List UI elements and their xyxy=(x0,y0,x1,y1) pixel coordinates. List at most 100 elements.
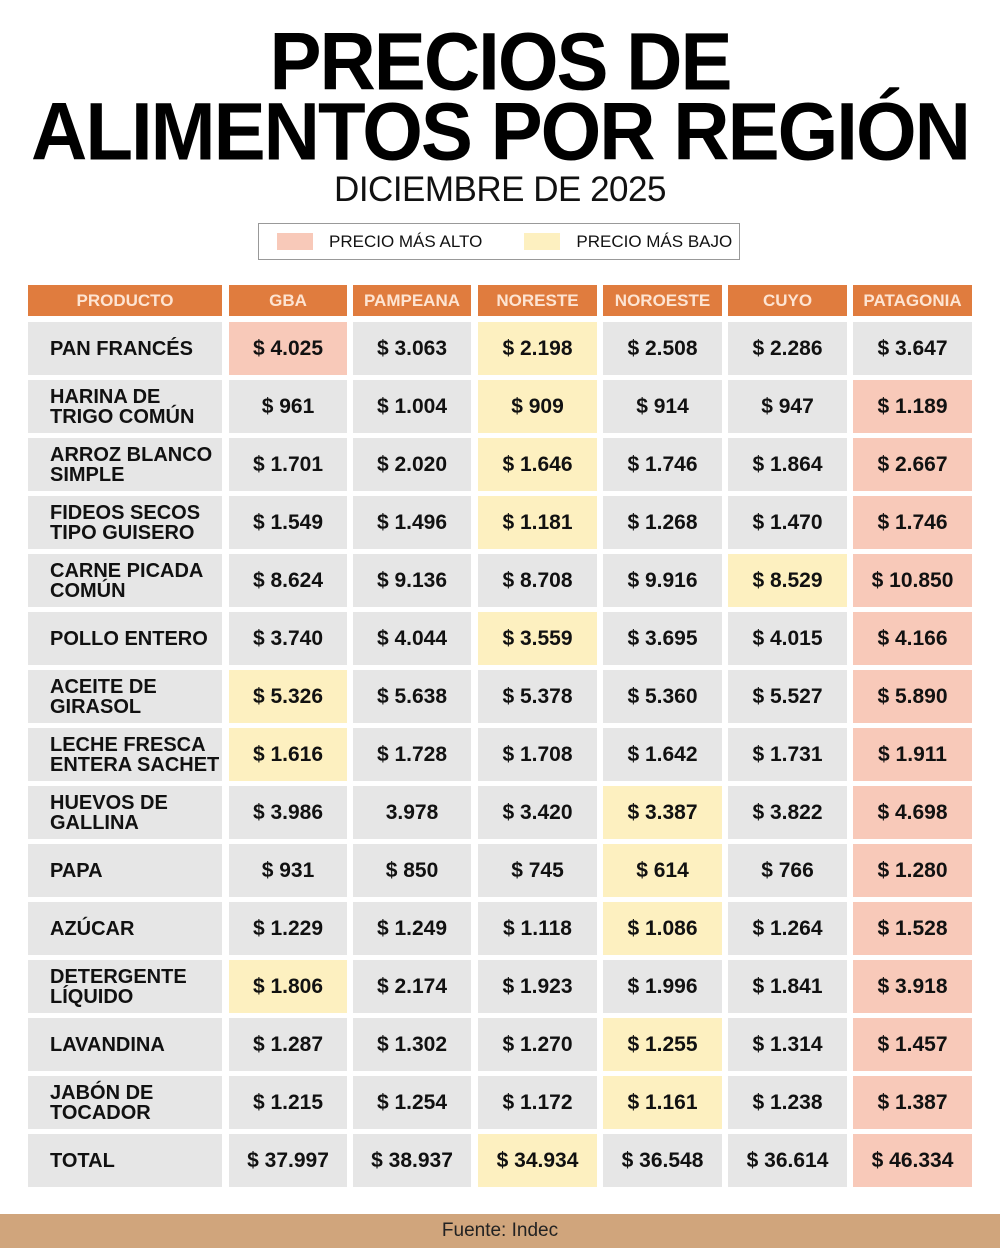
price-cell: $ 745 xyxy=(478,844,597,897)
price-cell: $ 4.025 xyxy=(229,322,347,375)
product-name: PAPA xyxy=(28,844,222,897)
product-name: ARROZ BLANCO SIMPLE xyxy=(28,438,222,491)
price-cell: $ 5.326 xyxy=(229,670,347,723)
product-label-line: LAVANDINA xyxy=(50,1033,165,1056)
product-label: HARINA DE TRIGO COMÚN xyxy=(50,387,194,427)
legend-high: PRECIO MÁS ALTO xyxy=(277,232,482,252)
product-label-line: TOTAL xyxy=(50,1149,115,1172)
price-cell: $ 2.198 xyxy=(478,322,597,375)
price-cell: $ 1.238 xyxy=(728,1076,847,1129)
price-cell: $ 4.044 xyxy=(353,612,471,665)
price-cell: $ 1.189 xyxy=(853,380,972,433)
legend-high-label: PRECIO MÁS ALTO xyxy=(329,231,483,251)
price-cell: $ 8.708 xyxy=(478,554,597,607)
product-label-line: FIDEOS SECOS xyxy=(50,501,201,524)
price-cell: $ 1.172 xyxy=(478,1076,597,1129)
product-label-line: DETERGENTE xyxy=(50,965,187,988)
price-cell: $ 1.923 xyxy=(478,960,597,1013)
price-cell: $ 38.937 xyxy=(353,1134,471,1187)
price-cell: $ 1.549 xyxy=(229,496,347,549)
price-cell: $ 8.624 xyxy=(229,554,347,607)
column-header-gba: GBA xyxy=(229,285,347,316)
column-header-noreste: NORESTE xyxy=(478,285,597,316)
product-label: HUEVOS DE GALLINA xyxy=(50,793,168,833)
price-cell: $ 1.249 xyxy=(353,902,471,955)
price-cell: $ 1.280 xyxy=(853,844,972,897)
price-cell: $ 1.616 xyxy=(229,728,347,781)
price-cell: $ 5.638 xyxy=(353,670,471,723)
price-cell: $ 3.063 xyxy=(353,322,471,375)
title-line-2: ALIMENTOS POR REGIÓN xyxy=(31,84,971,178)
product-name: JABÓN DE TOCADOR xyxy=(28,1076,222,1129)
price-cell: $ 1.457 xyxy=(853,1018,972,1071)
price-cell: $ 1.728 xyxy=(353,728,471,781)
product-label-line: JABÓN DE xyxy=(50,1081,154,1104)
price-cell: $ 2.020 xyxy=(353,438,471,491)
product-label: PAN FRANCÉS xyxy=(50,339,193,359)
price-cell: $ 1.264 xyxy=(728,902,847,955)
product-name: HUEVOS DE GALLINA xyxy=(28,786,222,839)
product-label: DETERGENTE LÍQUIDO xyxy=(50,967,187,1007)
subtitle: DICIEMBRE DE 2025 xyxy=(334,170,666,209)
product-label: POLLO ENTERO xyxy=(50,629,208,649)
product-label-line: HARINA DE xyxy=(50,385,161,408)
legend: PRECIO MÁS ALTO PRECIO MÁS BAJO xyxy=(258,223,740,260)
price-cell: $ 2.286 xyxy=(728,322,847,375)
price-cell: $ 614 xyxy=(603,844,722,897)
column-header-cuyo: CUYO xyxy=(728,285,847,316)
product-label: JABÓN DE TOCADOR xyxy=(50,1083,153,1123)
product-label-line: GALLINA xyxy=(50,811,139,834)
price-cell: $ 766 xyxy=(728,844,847,897)
price-cell: $ 1.229 xyxy=(229,902,347,955)
product-label: PAPA xyxy=(50,861,103,881)
price-cell: $ 1.255 xyxy=(603,1018,722,1071)
price-cell: $ 1.268 xyxy=(603,496,722,549)
price-cell: $ 1.302 xyxy=(353,1018,471,1071)
price-cell: $ 3.918 xyxy=(853,960,972,1013)
price-cell: $ 3.559 xyxy=(478,612,597,665)
price-cell: $ 947 xyxy=(728,380,847,433)
product-name: ACEITE DE GIRASOL xyxy=(28,670,222,723)
price-cell: $ 1.287 xyxy=(229,1018,347,1071)
column-header-noroeste: NOROESTE xyxy=(603,285,722,316)
product-name: LAVANDINA xyxy=(28,1018,222,1071)
price-cell: $ 914 xyxy=(603,380,722,433)
price-cell: $ 1.864 xyxy=(728,438,847,491)
legend-low-label: PRECIO MÁS BAJO xyxy=(576,231,733,251)
price-cell: $ 1.470 xyxy=(728,496,847,549)
title-line-1: PRECIOS DE xyxy=(269,14,732,108)
product-label-line: TRIGO COMÚN xyxy=(50,405,195,428)
price-cell: $ 1.746 xyxy=(853,496,972,549)
price-cell: $ 961 xyxy=(229,380,347,433)
product-label-line: COMÚN xyxy=(50,579,126,602)
product-name: HARINA DE TRIGO COMÚN xyxy=(28,380,222,433)
product-label-line: TIPO GUISERO xyxy=(50,521,195,544)
price-cell: $ 3.740 xyxy=(229,612,347,665)
price-cell: $ 1.642 xyxy=(603,728,722,781)
price-cell: 3.978 xyxy=(353,786,471,839)
price-cell: $ 3.420 xyxy=(478,786,597,839)
product-label: LAVANDINA xyxy=(50,1035,165,1055)
price-cell: $ 5.378 xyxy=(478,670,597,723)
price-cell: $ 1.701 xyxy=(229,438,347,491)
product-label-line: LÍQUIDO xyxy=(50,985,134,1008)
product-name: TOTAL xyxy=(28,1134,222,1187)
price-cell: $ 36.614 xyxy=(728,1134,847,1187)
product-label: ARROZ BLANCO SIMPLE xyxy=(50,445,212,485)
product-label-line: TOCADOR xyxy=(50,1101,151,1124)
product-name: DETERGENTE LÍQUIDO xyxy=(28,960,222,1013)
product-label: LECHE FRESCA ENTERA SACHET xyxy=(50,735,219,775)
price-cell: $ 3.647 xyxy=(853,322,972,375)
price-cell: $ 1.528 xyxy=(853,902,972,955)
price-cell: $ 2.667 xyxy=(853,438,972,491)
source-footer: Fuente: Indec xyxy=(0,1214,1000,1248)
price-cell: $ 1.911 xyxy=(853,728,972,781)
price-cell: $ 1.181 xyxy=(478,496,597,549)
price-cell: $ 4.698 xyxy=(853,786,972,839)
product-name: CARNE PICADA COMÚN xyxy=(28,554,222,607)
price-cell: $ 1.708 xyxy=(478,728,597,781)
price-cell: $ 5.360 xyxy=(603,670,722,723)
column-header-producto: PRODUCTO xyxy=(28,285,222,316)
price-cell: $ 10.850 xyxy=(853,554,972,607)
price-cell: $ 1.004 xyxy=(353,380,471,433)
